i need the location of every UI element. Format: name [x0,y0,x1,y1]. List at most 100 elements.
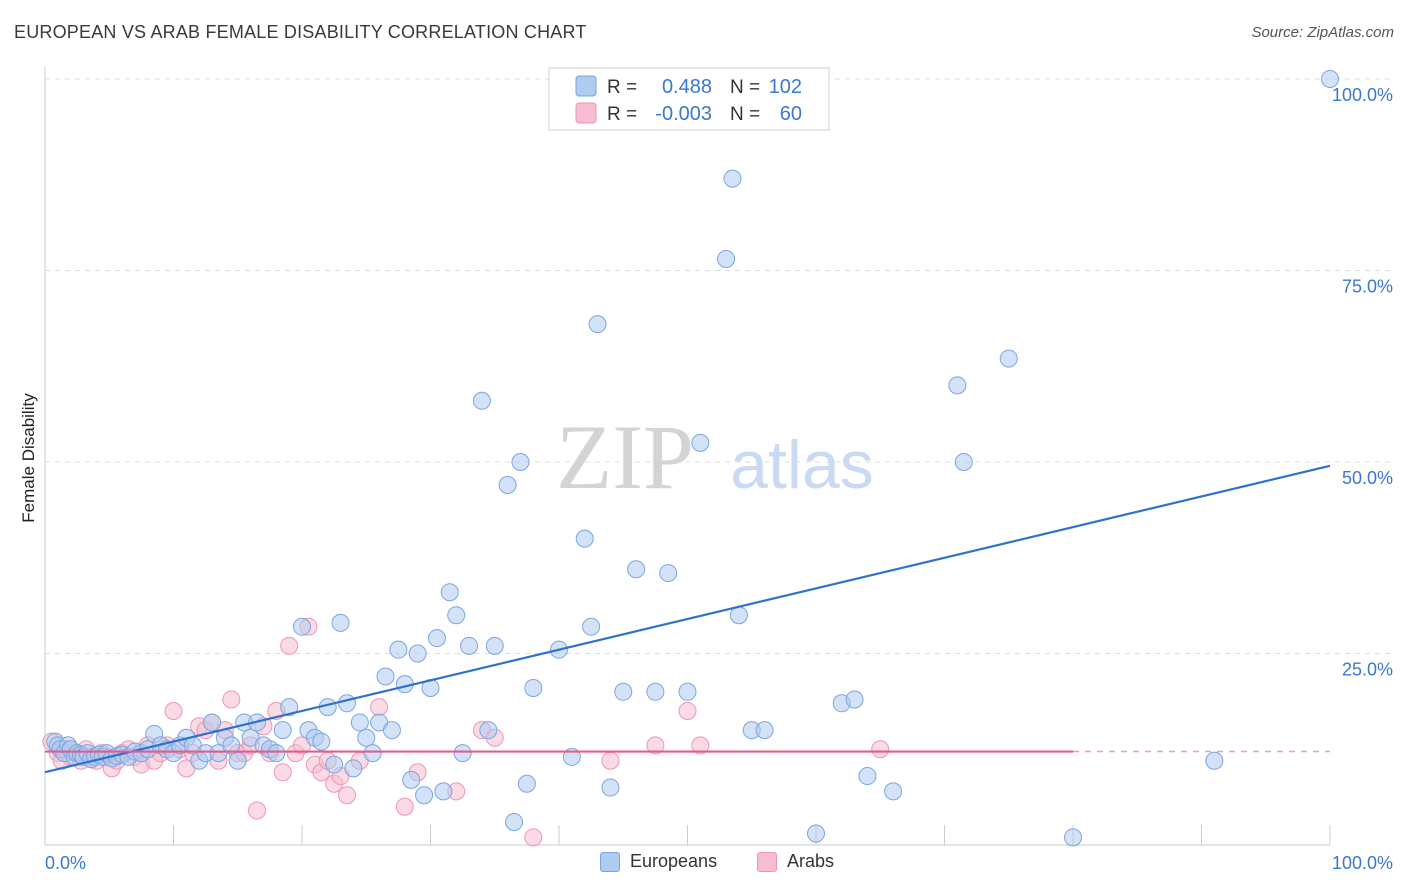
data-point [511,453,530,471]
data-point [331,613,350,632]
data-point [717,250,736,269]
legend-n-value: 60 [780,103,802,125]
data-point [337,694,356,713]
data-point [222,736,241,755]
tick-labels: 25.0% 50.0% 75.0% 100.0% 0.0% 100.0% [45,85,1393,873]
data-point [659,564,678,583]
series-legend: Europeans Arabs [0,851,1406,879]
data-point [1064,828,1082,847]
data-point [954,453,973,471]
chart-title: EUROPEAN VS ARAB FEMALE DISABILITY CORRE… [14,22,587,42]
data-point [524,828,543,847]
data-point [884,782,903,801]
chart-source: Source: ZipAtlas.com [1251,24,1394,41]
data-point [440,583,459,602]
data-point [337,786,356,805]
data-point [280,698,299,717]
data-point [415,786,434,805]
data-point [453,744,472,763]
data-point [325,755,344,774]
data-point [588,315,607,334]
data-point [601,751,620,770]
data-point [601,778,620,797]
grid [45,78,1395,654]
y-tick-label: 75.0% [1342,277,1393,297]
legend-r-label: R = [607,104,637,125]
watermark: ZIP atlas [556,406,874,508]
legend-r-value: -0.003 [655,103,712,125]
data-point [267,744,286,763]
data-point [845,690,864,709]
data-point [485,636,504,655]
legend-swatch-arabs [757,851,777,872]
data-point [498,475,517,494]
trend-lines [44,464,1331,774]
data-point [582,617,601,636]
data-point [363,744,382,763]
data-point [627,560,646,579]
legend-label-europeans: Europeans [630,851,718,871]
data-point [678,701,697,720]
data-point [395,797,414,816]
data-point [517,774,536,793]
data-point [344,759,363,778]
data-point [524,678,543,697]
data-point [228,751,247,770]
y-axis-label: Female Disability [19,393,38,523]
data-point [1321,70,1339,88]
data-point [273,763,292,782]
legend-item-europeans: Europeans [600,851,717,872]
legend-item-arabs: Arabs [757,851,834,872]
data-point [350,713,369,732]
data-point [164,701,183,720]
legend-swatch-europeans [575,75,597,97]
legend-n-label: N = [730,77,760,98]
data-point [357,728,376,747]
data-point [755,721,774,740]
data-point [248,801,267,820]
data-point [614,682,633,701]
data-point [575,529,594,548]
legend-n-label: N = [730,104,760,125]
data-point [871,740,890,759]
x-tick-label: 100.0% [1332,853,1393,873]
legend-r-value: 0.488 [662,76,712,98]
data-point [382,721,401,740]
data-point [447,606,466,625]
y-tick-label: 25.0% [1342,660,1393,680]
correlation-legend: R = 0.488 N = 102 R = -0.003 N = 60 [548,67,830,131]
data-point [472,391,491,410]
x-tick-label: 0.0% [45,853,86,873]
legend-label-arabs: Arabs [787,851,835,871]
legend-swatch-arabs [575,102,597,124]
data-point [312,732,331,751]
data-point [203,713,222,732]
data-point [562,747,581,766]
data-point [691,433,710,452]
data-point [434,782,453,801]
y-tick-label: 100.0% [1332,85,1393,105]
data-point [505,813,524,832]
watermark-atlas: atlas [730,427,874,503]
data-point [646,736,665,755]
data-point [646,682,665,701]
data-point [1205,751,1224,770]
data-point [408,644,427,663]
trend-line-europeans [44,464,1331,774]
watermark-zip: ZIP [556,406,694,508]
data-point [402,770,421,789]
data-point [273,721,292,740]
data-point [723,169,742,188]
data-point [222,690,241,709]
data-point [948,376,967,395]
data-point [280,636,299,655]
data-point [807,824,825,843]
data-point [691,736,710,755]
legend-swatch-europeans [600,851,620,872]
data-point [678,682,697,701]
data-point [999,349,1018,368]
axes [44,67,1331,846]
europeans-points [46,70,1339,847]
data-point [479,721,498,740]
